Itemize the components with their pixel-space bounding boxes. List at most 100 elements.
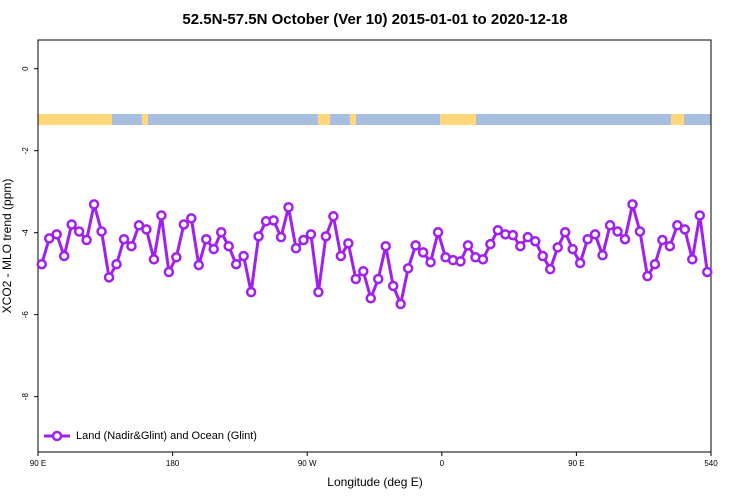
data-point	[485, 238, 496, 250]
data-point	[58, 250, 70, 262]
data-point	[664, 240, 676, 252]
data-point	[492, 224, 504, 236]
data-point	[619, 233, 631, 245]
data-point	[186, 213, 197, 224]
data-point	[522, 231, 534, 243]
data-point	[313, 286, 324, 298]
data-point	[574, 257, 586, 269]
data-point	[410, 240, 421, 251]
data-point	[126, 240, 137, 252]
data-point	[582, 233, 593, 245]
data-point	[163, 266, 175, 278]
data-point	[305, 229, 317, 240]
data-point	[43, 233, 55, 244]
data-point	[298, 234, 309, 246]
data-point	[275, 231, 287, 243]
data-point	[156, 210, 167, 221]
data-point	[694, 210, 706, 221]
data-point	[634, 226, 646, 237]
data-point	[530, 236, 541, 247]
data-point	[36, 258, 47, 270]
y-axis-label: XCO2 - MLO trend (ppm)	[0, 179, 14, 314]
data-point	[238, 250, 249, 262]
data-point	[320, 231, 332, 242]
data-point	[245, 286, 257, 298]
data-point	[335, 250, 347, 262]
data-point	[604, 220, 616, 231]
y-tick-label: -2	[21, 147, 30, 155]
data-point	[380, 240, 391, 252]
data-point	[81, 234, 92, 246]
data-point	[395, 298, 406, 310]
data-point	[649, 258, 661, 270]
data-point	[515, 240, 526, 252]
y-tick-label: -6	[21, 311, 30, 319]
data-point	[432, 227, 444, 238]
data-point	[148, 254, 160, 265]
data-point	[343, 238, 354, 249]
data-point	[178, 219, 190, 230]
data-point	[567, 243, 578, 255]
data-point	[328, 211, 339, 222]
data-point	[358, 265, 369, 277]
data-point	[589, 229, 601, 240]
data-point	[402, 263, 414, 274]
data-point	[350, 273, 362, 285]
data-point	[687, 254, 698, 265]
data-point	[507, 229, 519, 241]
data-point	[552, 242, 563, 253]
data-point	[544, 263, 556, 275]
plot-frame	[37, 39, 712, 453]
data-point	[455, 256, 466, 267]
data-point	[290, 243, 302, 254]
chart-title: 52.5N-57.5N October (Ver 10) 2015-01-01 …	[182, 11, 567, 28]
data-point	[627, 199, 638, 210]
x-tick-label: 540	[704, 459, 718, 468]
data-point	[268, 215, 279, 226]
legend-label: Land (Nadir&Glint) and Ocean (Glint)	[76, 430, 257, 442]
data-point	[133, 220, 145, 231]
data-point	[365, 293, 377, 304]
data-point	[73, 226, 85, 237]
data-point	[679, 224, 691, 235]
y-tick-label: -4	[21, 229, 30, 237]
x-tick-label: 90 E	[30, 459, 46, 468]
data-point	[66, 219, 77, 230]
data-point	[223, 240, 234, 252]
data-point	[597, 249, 608, 261]
data-point	[672, 220, 683, 231]
data-point	[88, 199, 100, 210]
data-point	[477, 254, 489, 265]
data-point	[417, 247, 429, 258]
data-point	[96, 226, 107, 237]
data-point	[372, 273, 384, 285]
data-point	[283, 202, 294, 213]
data-point	[193, 259, 205, 271]
y-tick-label: 0	[21, 66, 30, 71]
data-point	[201, 233, 212, 245]
x-tick-label: 90 E	[568, 459, 584, 468]
data-point	[215, 227, 227, 238]
data-point	[230, 258, 242, 270]
x-tick-label: 90 W	[298, 459, 317, 468]
data-point	[387, 280, 399, 292]
data-point	[208, 243, 219, 255]
data-point	[702, 266, 713, 278]
data-point	[51, 229, 62, 240]
x-tick-label: 0	[440, 459, 445, 468]
legend-marker	[51, 430, 63, 442]
data-point	[657, 234, 668, 246]
data-point	[559, 227, 571, 238]
data-point	[425, 256, 436, 268]
data-point	[642, 270, 653, 282]
data-point	[537, 250, 548, 262]
y-tick-label: -8	[21, 393, 30, 401]
data-point	[118, 233, 130, 245]
x-axis-label: Longitude (deg E)	[327, 475, 422, 489]
data-point	[253, 231, 264, 242]
data-point	[462, 240, 474, 251]
data-point	[103, 272, 115, 283]
land-ocean-strip	[38, 114, 711, 125]
x-tick-label: 180	[166, 459, 180, 468]
